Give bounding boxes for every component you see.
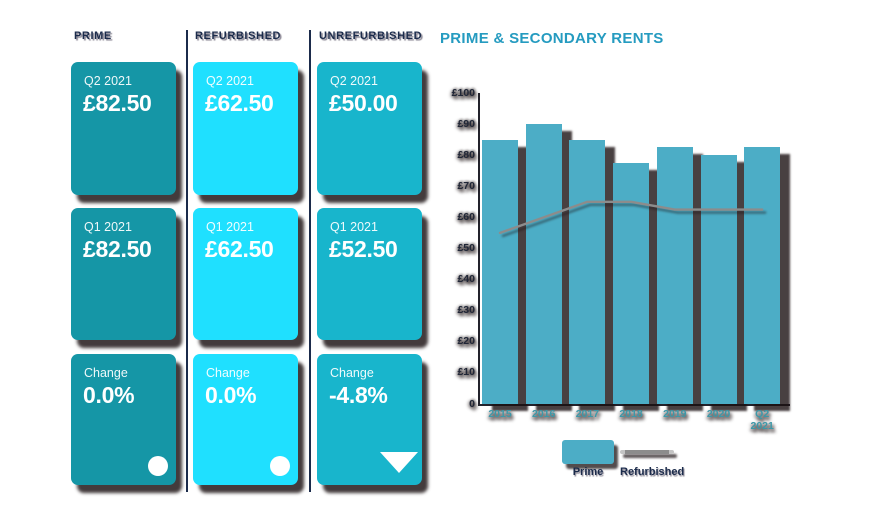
y-axis-tick-label: 0: [469, 397, 475, 410]
prime-change-card: Change 0.0%: [71, 354, 176, 485]
prime-q2-card: Q2 2021 £82.50: [71, 62, 176, 195]
bar-Q2 2021: [744, 147, 781, 404]
card-period-label: Q2 2021: [206, 74, 254, 88]
x-axis-tick-label: 2018: [619, 408, 643, 420]
card-period-label: Q1 2021: [330, 220, 378, 234]
x-axis-tick-label: Q2 2021: [750, 408, 774, 433]
card-value: £82.50: [83, 90, 152, 116]
x-axis-tick-label: 2020: [706, 408, 731, 420]
decrease-triangle-down-icon: [380, 452, 418, 473]
card-change-label: Change: [206, 366, 250, 380]
column-header-unrefurbished: UNREFURBISHED: [319, 30, 423, 42]
card-value: £52.50: [329, 236, 398, 262]
legend-label-refurbished: Refurbished: [620, 466, 685, 478]
y-axis-tick-label: £70: [457, 179, 475, 192]
y-axis-line: [478, 93, 480, 404]
unrefurbished-q2-card: Q2 2021 £50.00: [317, 62, 422, 195]
column-divider: [186, 30, 188, 492]
y-axis-tick-label: £40: [457, 273, 475, 286]
x-axis-tick-label: 2015: [488, 408, 512, 420]
card-value: 0.0%: [205, 382, 257, 408]
card-change-label: Change: [84, 366, 128, 380]
legend-label-prime: Prime: [572, 466, 604, 478]
card-value: £50.00: [329, 90, 398, 116]
y-axis-tick-label: £20: [457, 335, 475, 348]
card-value: -4.8%: [329, 382, 388, 408]
legend-prime-swatch: [562, 440, 614, 464]
bar-2018: [613, 162, 650, 404]
y-axis-tick-label: £10: [457, 366, 475, 379]
column-header-prime: PRIME: [74, 30, 112, 42]
bar-2020: [700, 155, 737, 404]
card-period-label: Q1 2021: [84, 220, 132, 234]
x-axis-tick-label: 2016: [532, 408, 556, 420]
bar-2016: [525, 124, 562, 404]
bar-2015: [482, 139, 518, 404]
bar-2019: [656, 147, 693, 404]
prime-secondary-rents-chart: PRIME & SECONDARY RENTS £100 £90 £80 £70 £60…: [437, 26, 867, 520]
y-axis-tick-label: £100: [451, 86, 475, 99]
card-value: 0.0%: [83, 382, 135, 408]
chart-title: PRIME & SECONDARY RENTS: [440, 30, 664, 47]
no-change-indicator-icon: [148, 456, 168, 476]
y-axis-tick-label: £60: [457, 210, 475, 223]
unrefurbished-change-card: Change -4.8%: [317, 354, 422, 485]
refurbished-q1-card: Q1 2021 £62.50: [193, 208, 298, 340]
card-value: £62.50: [205, 90, 274, 116]
card-period-label: Q2 2021: [84, 74, 132, 88]
card-value: £62.50: [205, 236, 274, 262]
y-axis-tick-label: £90: [457, 117, 475, 130]
card-period-label: Q2 2021: [330, 74, 378, 88]
column-divider: [309, 30, 311, 492]
unrefurbished-q1-card: Q1 2021 £52.50: [317, 208, 422, 340]
card-value: £82.50: [83, 236, 152, 262]
refurbished-change-card: Change 0.0%: [193, 354, 298, 485]
y-axis-tick-label: £30: [457, 304, 475, 317]
x-axis-tick-label: 2019: [663, 408, 687, 420]
y-axis-tick-label: £50: [457, 242, 475, 254]
legend-refurbished-line-swatch: [620, 450, 674, 454]
refurbished-q2-card: Q2 2021 £62.50: [193, 62, 298, 195]
card-period-label: Q1 2021: [206, 220, 254, 234]
no-change-indicator-icon: [270, 456, 290, 476]
x-axis-tick-label: 2017: [575, 408, 600, 420]
y-axis-tick-label: £80: [457, 148, 475, 161]
bar-2017: [569, 139, 606, 404]
column-header-refurbished: REFURBISHED: [195, 30, 282, 42]
card-change-label: Change: [330, 366, 374, 380]
prime-q1-card: Q1 2021 £82.50: [71, 208, 176, 340]
x-axis-line: [478, 404, 790, 406]
